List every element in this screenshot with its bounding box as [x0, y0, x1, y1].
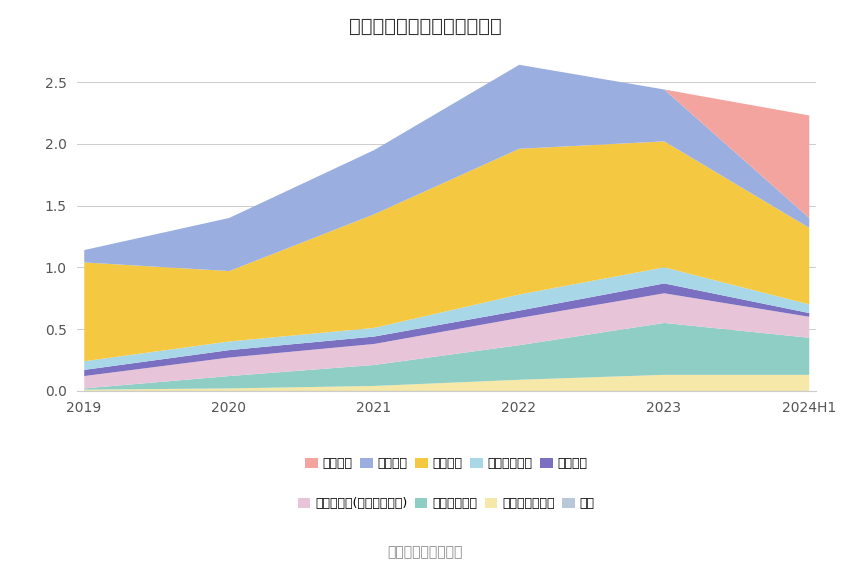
Text: 数据来源：恒生聚源: 数据来源：恒生聚源: [388, 545, 462, 559]
Text: 历年主要负债堆积图（亿元）: 历年主要负债堆积图（亿元）: [348, 17, 502, 36]
Legend: 其他应付款(含利息和股利), 其他流动负债, 递延所得税负债, 其它: 其他应付款(含利息和股利), 其他流动负债, 递延所得税负债, 其它: [298, 497, 595, 510]
